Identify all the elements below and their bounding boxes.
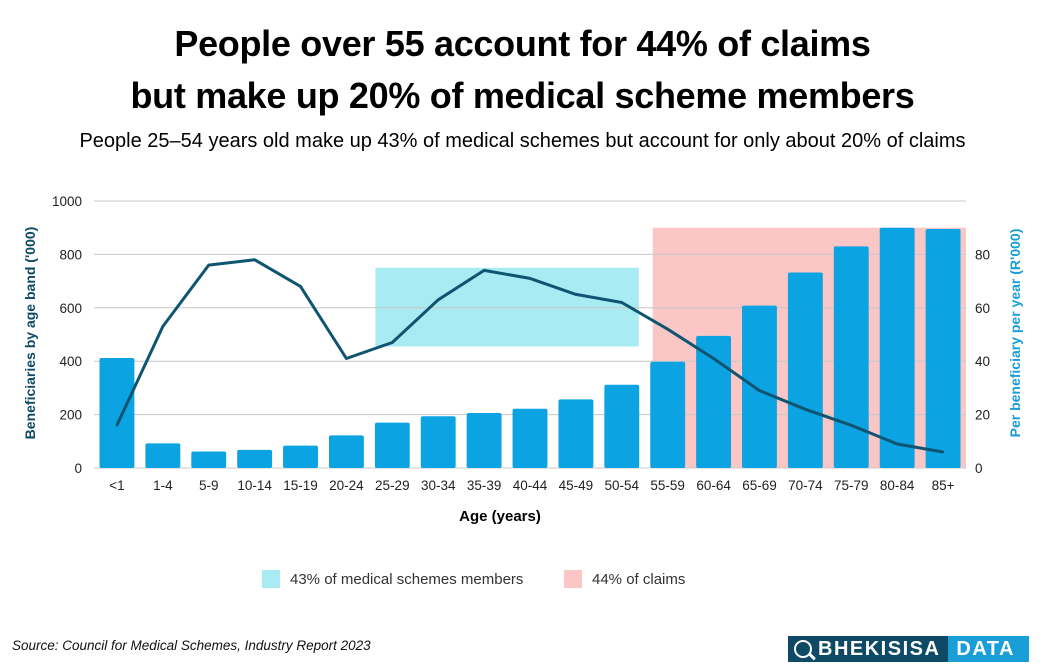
legend-label-members: 43% of medical schemes members — [290, 570, 524, 588]
x-tick-label: <1 — [109, 478, 124, 493]
x-tick-label: 20-24 — [329, 478, 364, 493]
bar-8 — [466, 412, 502, 468]
x-tick-label: 45-49 — [559, 478, 594, 493]
bar-9 — [512, 408, 548, 468]
left-tick-label: 0 — [74, 461, 82, 476]
bar-5 — [328, 435, 364, 468]
right-axis-title: Per beneficiary per year (R'000) — [1007, 229, 1023, 438]
x-tick-label: 10-14 — [237, 478, 272, 493]
chart-title-line-2: but make up 20% of medical scheme member… — [130, 75, 915, 116]
x-tick-label: 60-64 — [696, 478, 731, 493]
logo-text-right: DATA — [956, 637, 1015, 660]
magnifier-icon — [794, 640, 812, 658]
line-point-15 — [804, 408, 807, 411]
x-axis: <1 1-4 5-9 10-14 15-19 20-24 25-29 30-34 35-39 40… — [109, 478, 954, 493]
logo-text-left: BHEKISISA — [818, 637, 941, 660]
x-tick-label: 30-34 — [421, 478, 456, 493]
x-tick-label: 55-59 — [650, 478, 685, 493]
line-point-3 — [253, 258, 256, 261]
right-tick-label: 60 — [975, 301, 990, 316]
line-point-4 — [299, 285, 302, 288]
legend-swatch-claims — [564, 570, 582, 588]
bar-7 — [420, 416, 456, 468]
line-point-11 — [620, 301, 623, 304]
left-tick-label: 400 — [59, 354, 82, 369]
line-point-9 — [528, 277, 532, 280]
left-tick-label: 1000 — [52, 194, 82, 209]
chart-subtitle: People 25–54 years old make up 43% of me… — [79, 130, 966, 152]
left-tick-label: 200 — [59, 408, 82, 423]
x-tick-label: 25-29 — [375, 478, 410, 493]
x-tick-label: 80-84 — [880, 478, 915, 493]
x-tick-label: 75-79 — [834, 478, 869, 493]
bar-4 — [283, 445, 318, 468]
x-tick-label: 5-9 — [199, 478, 219, 493]
x-tick-label: 85+ — [932, 478, 955, 493]
line-point-12 — [666, 327, 669, 331]
bar-16 — [833, 246, 869, 468]
x-tick-label: 35-39 — [467, 478, 502, 493]
left-y-axis: 0 200 400 600 800 1000 — [52, 194, 82, 476]
legend: 43% of medical schemes members 44% of cl… — [0, 570, 1045, 592]
left-tick-label: 800 — [59, 247, 82, 262]
x-tick-label: 15-19 — [283, 478, 318, 493]
line-point-2 — [207, 263, 210, 267]
bar-10 — [558, 399, 594, 468]
bar-series — [99, 227, 961, 468]
line-point-8 — [482, 269, 486, 272]
right-tick-label: 80 — [975, 247, 990, 262]
bar-0 — [99, 357, 135, 468]
bar-15 — [787, 272, 823, 468]
bar-2 — [191, 451, 227, 468]
line-point-10 — [574, 293, 578, 296]
bar-12 — [650, 361, 686, 468]
line-point-16 — [850, 424, 853, 427]
x-tick-label: 40-44 — [513, 478, 548, 493]
left-axis-title: Beneficiaries by age band ('000) — [22, 227, 38, 440]
bar-11 — [604, 384, 640, 468]
line-point-1 — [161, 325, 165, 328]
bhekisisa-data-logo: BHEKISISA DATA — [788, 636, 1029, 662]
right-y-axis: 0 20 40 60 80 — [975, 247, 990, 476]
right-tick-label: 40 — [975, 354, 990, 369]
line-point-14 — [758, 389, 761, 392]
line-point-7 — [437, 298, 440, 301]
bar-1 — [145, 443, 181, 468]
bar-18 — [925, 229, 961, 468]
legend-label-claims: 44% of claims — [592, 570, 686, 588]
x-tick-label: 70-74 — [788, 478, 823, 493]
source-note: Source: Council for Medical Schemes, Ind… — [12, 638, 371, 653]
bar-17 — [879, 227, 915, 468]
logo-right-block: DATA — [948, 636, 1029, 662]
legend-swatch-members — [262, 570, 280, 588]
x-tick-label: 1-4 — [153, 478, 173, 493]
left-tick-label: 600 — [59, 301, 82, 316]
line-point-13 — [712, 357, 715, 360]
line-point-6 — [391, 341, 394, 344]
x-axis-title: Age (years) — [459, 508, 541, 525]
line-series — [115, 258, 945, 454]
line-point-18 — [941, 450, 945, 454]
x-tick-label: 65-69 — [742, 478, 777, 493]
legend-item-members: 43% of medical schemes members — [262, 570, 523, 588]
legend-item-claims: 44% of claims — [564, 570, 685, 588]
line-point-5 — [345, 357, 348, 360]
bar-14 — [742, 305, 777, 468]
chart-title-line-1: People over 55 account for 44% of claims — [174, 23, 871, 64]
bar-13 — [696, 335, 732, 468]
right-tick-label: 0 — [975, 461, 983, 476]
line-point-17 — [895, 442, 899, 446]
bar-3 — [237, 449, 273, 468]
line-point-0 — [115, 424, 119, 427]
x-tick-label: 50-54 — [605, 478, 640, 493]
highlight-region-0 — [375, 267, 639, 347]
right-tick-label: 20 — [975, 408, 990, 423]
logo-left-block: BHEKISISA — [788, 636, 949, 662]
bar-6 — [374, 422, 410, 468]
